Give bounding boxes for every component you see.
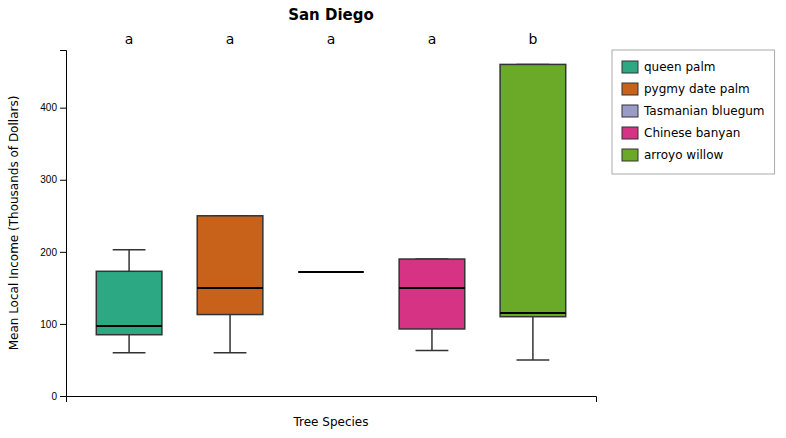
y-tick-mark	[60, 108, 66, 109]
annotation: a	[226, 31, 235, 47]
box-body	[298, 271, 364, 273]
median	[197, 287, 263, 289]
legend-swatch	[622, 127, 638, 139]
median	[96, 325, 162, 327]
box-body	[399, 259, 465, 329]
legend-item: Tasmanian bluegum	[622, 104, 765, 118]
annotation: a	[125, 31, 134, 47]
legend-label: queen palm	[644, 60, 715, 74]
x-axis	[67, 397, 597, 403]
box-body	[197, 216, 263, 315]
legend-label: pygmy date palm	[644, 82, 750, 96]
legend-swatch	[622, 61, 638, 73]
y-tick-mark	[60, 180, 66, 181]
legend-item: pygmy date palm	[622, 82, 750, 96]
legend-item: queen palm	[622, 60, 715, 74]
y-tick-label: 300	[40, 174, 57, 185]
legend-frame	[612, 50, 775, 174]
y-tick: 300	[40, 174, 66, 185]
legend-swatch	[622, 105, 638, 117]
box	[96, 250, 162, 353]
legend-label: Chinese banyan	[644, 126, 740, 140]
y-axis-line	[60, 51, 67, 397]
lower-cap	[416, 350, 449, 352]
legend-label: arroyo willow	[644, 148, 724, 162]
box-body	[500, 64, 566, 316]
boxes	[96, 64, 565, 360]
legend: queen palm pygmy date palm Tasmanian blueg…	[612, 50, 775, 174]
box	[298, 272, 364, 273]
y-tick-label: 0	[51, 391, 57, 402]
y-tick: 100	[40, 319, 66, 330]
median	[298, 271, 364, 273]
annotation: a	[327, 31, 336, 47]
lower-cap	[214, 352, 247, 354]
y-tick: 200	[40, 247, 66, 258]
legend-item: arroyo willow	[622, 148, 724, 162]
y-tick-label: 100	[40, 319, 57, 330]
y-tick-mark	[60, 324, 66, 325]
legend-swatch	[622, 83, 638, 95]
upper-whisker	[128, 250, 130, 272]
box	[500, 64, 566, 360]
chart: 0 100 200 300 400 a a a a b San Diego Tree Species M…	[0, 0, 786, 438]
lower-whisker	[431, 329, 433, 351]
y-tick-label: 400	[40, 102, 57, 113]
median	[500, 312, 566, 314]
annotation: b	[528, 31, 537, 47]
median	[399, 287, 465, 289]
y-tick: 400	[40, 102, 66, 113]
lower-cap	[517, 359, 550, 361]
x-axis-line	[67, 397, 597, 403]
legend-swatch	[622, 149, 638, 161]
legend-item: Chinese banyan	[622, 126, 740, 140]
y-tick: 0	[51, 391, 66, 402]
box	[399, 259, 465, 351]
box-body	[96, 271, 162, 334]
plot: 0 100 200 300 400 a a a a b	[40, 31, 596, 402]
lower-cap	[113, 352, 146, 354]
box	[197, 216, 263, 353]
lower-whisker	[128, 335, 130, 353]
x-axis-title: Tree Species	[293, 415, 369, 429]
y-axis: 0 100 200 300 400	[40, 51, 66, 402]
title: San Diego	[288, 6, 374, 24]
annotation: a	[428, 31, 437, 47]
lower-whisker	[532, 317, 534, 360]
y-tick-label: 200	[40, 247, 57, 258]
y-axis-title: Mean Local Income (Thousands of Dollars)	[7, 96, 21, 351]
upper-cap	[113, 249, 146, 251]
y-tick-mark	[60, 252, 66, 253]
lower-whisker	[229, 315, 231, 353]
y-tick-mark	[60, 396, 66, 397]
legend-label: Tasmanian bluegum	[643, 104, 765, 118]
